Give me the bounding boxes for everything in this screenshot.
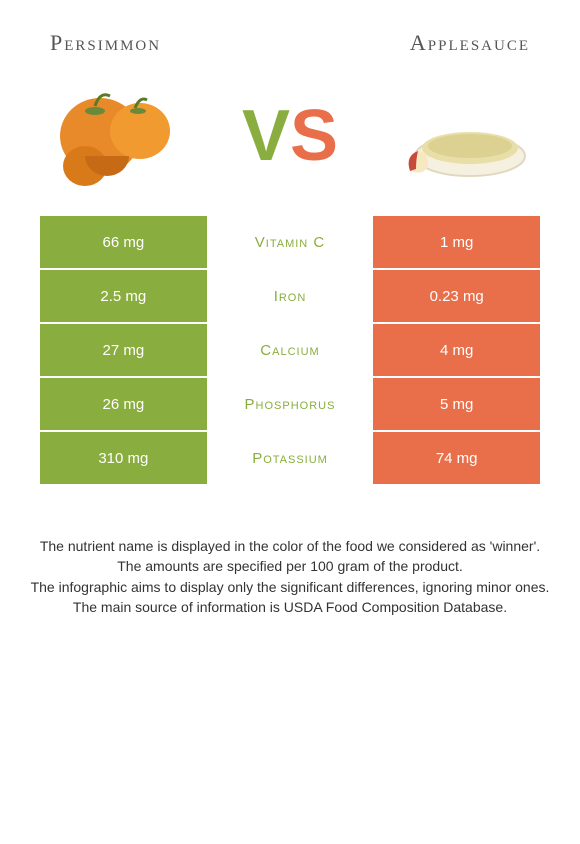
cell-label: Potassium	[207, 432, 374, 486]
footnotes: The nutrient name is displayed in the co…	[0, 486, 580, 617]
cell-label: Iron	[207, 270, 374, 324]
vs-v: V	[242, 96, 290, 176]
footnote-line: The main source of information is USDA F…	[20, 597, 560, 617]
cell-left: 310 mg	[40, 432, 207, 486]
comparison-table: 66 mgVitamin C1 mg2.5 mgIron0.23 mg27 mg…	[40, 216, 540, 486]
cell-right: 0.23 mg	[373, 270, 540, 324]
table-row: 66 mgVitamin C1 mg	[40, 216, 540, 270]
vs-label: VS	[242, 100, 338, 172]
table-row: 310 mgPotassium74 mg	[40, 432, 540, 486]
applesauce-image	[380, 76, 540, 196]
cell-label: Calcium	[207, 324, 374, 378]
cell-left: 26 mg	[40, 378, 207, 432]
cell-left: 2.5 mg	[40, 270, 207, 324]
title-right: Applesauce	[410, 30, 530, 56]
cell-right: 5 mg	[373, 378, 540, 432]
hero-row: VS	[0, 66, 580, 216]
persimmon-image	[40, 76, 200, 196]
cell-label: Vitamin C	[207, 216, 374, 270]
cell-right: 4 mg	[373, 324, 540, 378]
cell-right: 1 mg	[373, 216, 540, 270]
cell-left: 27 mg	[40, 324, 207, 378]
table-row: 26 mgPhosphorus5 mg	[40, 378, 540, 432]
table-row: 2.5 mgIron0.23 mg	[40, 270, 540, 324]
cell-left: 66 mg	[40, 216, 207, 270]
cell-label: Phosphorus	[207, 378, 374, 432]
cell-right: 74 mg	[373, 432, 540, 486]
footnote-line: The infographic aims to display only the…	[20, 577, 560, 597]
footnote-line: The nutrient name is displayed in the co…	[20, 536, 560, 556]
header: Persimmon Applesauce	[0, 0, 580, 66]
table-row: 27 mgCalcium4 mg	[40, 324, 540, 378]
footnote-line: The amounts are specified per 100 gram o…	[20, 556, 560, 576]
vs-s: S	[290, 96, 338, 176]
title-left: Persimmon	[50, 30, 161, 56]
